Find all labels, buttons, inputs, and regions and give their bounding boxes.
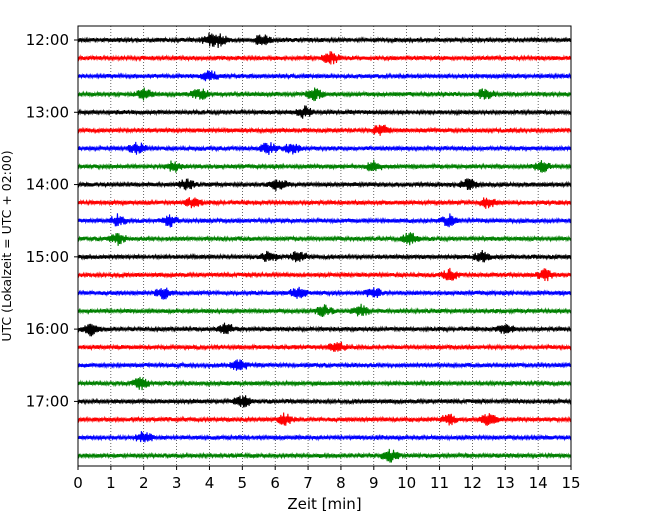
seismogram-trace: [77, 197, 572, 209]
seismogram-trace: [77, 159, 572, 173]
seismogram-trace: [77, 341, 572, 352]
seismogram-trace: [77, 448, 572, 463]
seismogram-trace: [77, 105, 572, 119]
seismogram-trace: [77, 249, 572, 263]
x-tick-label: 10: [397, 474, 416, 492]
seismogram-trace: [77, 395, 572, 408]
x-tick-label: 6: [270, 474, 280, 492]
seismogram-trace: [77, 232, 572, 246]
seismogram-trace: [77, 213, 572, 228]
y-tick-label: 15:00: [26, 248, 69, 266]
trace-layer: [77, 32, 572, 463]
x-tick-label: 7: [303, 474, 313, 492]
y-tick-label: 12:00: [26, 31, 69, 49]
x-tick-label: 1: [106, 474, 116, 492]
seismogram-trace: [77, 376, 572, 391]
grid-layer: [110, 26, 539, 466]
x-tick-label: 5: [238, 474, 248, 492]
seismogram-trace: [77, 431, 572, 443]
y-axis-label: UTC (Lokalzeit = UTC + 02:00): [0, 150, 14, 341]
x-tick-label: 4: [205, 474, 215, 492]
seismogram-trace: [77, 267, 572, 282]
seismogram-trace: [77, 124, 572, 136]
plot-frame: [77, 25, 572, 467]
seismogram-trace: [77, 412, 572, 426]
x-tick-label: 12: [463, 474, 482, 492]
x-tick-label: 8: [336, 474, 346, 492]
seismogram-trace: [77, 322, 572, 337]
seismogram-trace: [77, 359, 572, 371]
x-tick-label: 3: [172, 474, 182, 492]
y-tick-label: 13:00: [26, 103, 69, 121]
seismogram-trace: [77, 141, 572, 156]
x-tick-label: 13: [496, 474, 515, 492]
x-tick-label: 11: [430, 474, 449, 492]
x-tick-label: 15: [561, 474, 580, 492]
seismogram-trace: [77, 178, 572, 192]
x-tick-label: 2: [139, 474, 149, 492]
x-tick-layer: 0 1 2 3 4 5 6 7 8 9 10 11 12 13 14 15: [73, 466, 581, 492]
seismogram-trace: [77, 303, 572, 318]
seismogram-trace: [77, 70, 572, 82]
seismogram-trace: [77, 87, 572, 102]
x-tick-label: 9: [369, 474, 379, 492]
seismogram-trace: [77, 32, 572, 48]
y-tick-label: 14:00: [26, 176, 69, 194]
y-tick-label: 16:00: [26, 320, 69, 338]
x-tick-label: 0: [73, 474, 83, 492]
x-tick-label: 14: [529, 474, 548, 492]
x-axis-label: Zeit [min]: [287, 495, 361, 513]
seismogram-trace: [77, 51, 572, 65]
seismogram-trace: [77, 286, 572, 300]
y-tick-label: 17:00: [26, 392, 69, 410]
y-tick-layer: 12:00 13:00 14:00 15:00 16:00 17:00: [26, 31, 78, 410]
